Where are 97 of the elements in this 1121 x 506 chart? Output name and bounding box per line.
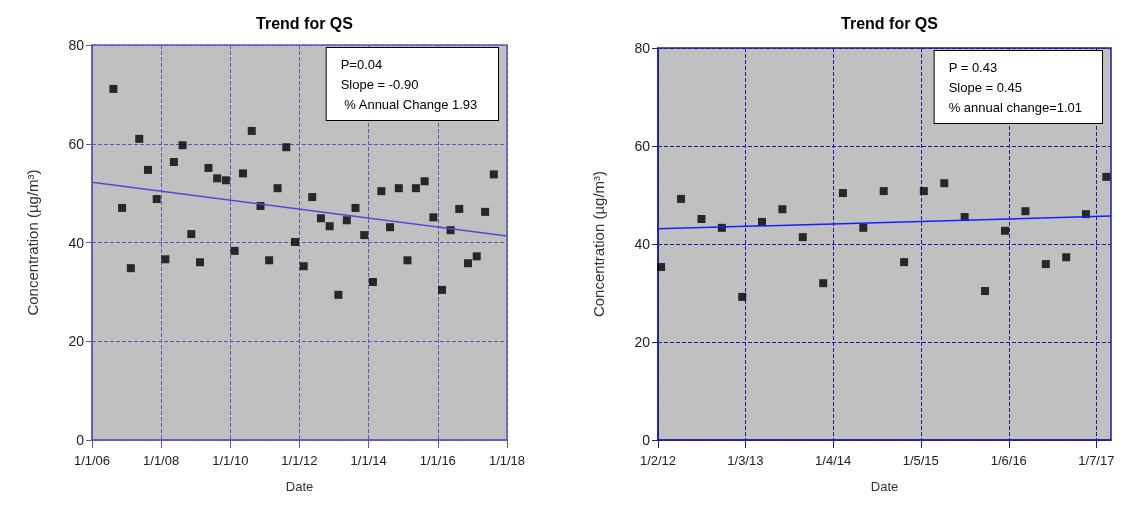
annotation: P=0.04: [340, 56, 383, 72]
point: [377, 187, 386, 196]
point: [247, 126, 256, 135]
point: [420, 177, 429, 186]
point: [1102, 172, 1111, 181]
point: [152, 195, 161, 204]
point: [940, 179, 949, 188]
point: [265, 256, 274, 265]
point: [819, 279, 828, 288]
point: [438, 285, 447, 294]
point: [239, 169, 248, 178]
point: [657, 263, 666, 272]
x-tick-label: 1/1/14: [350, 453, 387, 468]
point: [489, 170, 498, 179]
point: [351, 203, 360, 212]
x-axis-title: Date: [285, 479, 314, 494]
point: [455, 204, 464, 213]
y-tick-label: 80: [634, 40, 651, 56]
point: [798, 233, 807, 242]
point: [230, 246, 239, 255]
y-tick-label: 40: [68, 234, 85, 251]
y-tick-label: 20: [68, 333, 85, 350]
point: [143, 165, 152, 174]
point: [879, 187, 888, 196]
point: [1001, 226, 1010, 235]
x-tick-label: 1/6/16: [990, 453, 1027, 468]
annotation: % annual change=1.01: [948, 99, 1083, 115]
point: [463, 259, 472, 268]
point: [213, 174, 222, 183]
x-tick-label: 1/5/15: [902, 453, 939, 468]
point: [778, 205, 787, 214]
point: [204, 163, 213, 172]
point: [273, 184, 282, 193]
x-tick-label: 1/1/10: [212, 453, 249, 468]
x-tick-label: 1/3/13: [727, 453, 764, 468]
point: [291, 238, 299, 247]
x-tick-label: 1/1/16: [419, 453, 456, 468]
y-tick-label: 80: [68, 37, 85, 53]
point: [161, 255, 170, 264]
point: [169, 158, 178, 167]
point: [1062, 253, 1071, 262]
point: [1041, 260, 1050, 269]
point: [325, 222, 334, 231]
point: [178, 141, 187, 150]
point: [360, 231, 369, 240]
point: [919, 187, 928, 196]
point: [109, 84, 118, 93]
point: [411, 184, 420, 193]
annotation: % Annual Change 1.93: [340, 96, 478, 112]
y-tick-label: 0: [76, 432, 85, 448]
point: [196, 258, 205, 267]
x-tick-label: 1/2/12: [639, 453, 677, 468]
point: [429, 213, 438, 222]
point: [118, 203, 127, 212]
point: [187, 230, 196, 239]
point: [481, 207, 490, 216]
y-axis-title: Concentration (µg/m³): [590, 170, 607, 318]
annotation: Slope = 0.45: [948, 79, 1023, 95]
x-tick-label: 1/4/14: [815, 453, 852, 468]
point: [299, 262, 308, 271]
x-tick-label: 1/1/06: [73, 453, 111, 468]
x-tick-label: 1/1/08: [143, 453, 180, 468]
x-tick-label: 1/1/18: [488, 453, 526, 468]
point: [900, 258, 909, 267]
point: [697, 215, 706, 224]
y-tick-label: 60: [634, 138, 651, 154]
point: [316, 214, 325, 223]
point: [981, 287, 990, 296]
point: [135, 134, 144, 143]
chart-title: Trend for QS: [256, 14, 354, 32]
point: [677, 194, 686, 203]
point: [738, 292, 747, 301]
point: [221, 176, 230, 185]
point: [282, 143, 291, 152]
point: [334, 290, 343, 299]
annotation: P = 0.43: [948, 59, 998, 75]
y-axis-title: Concentration (µg/m³): [24, 169, 41, 316]
point: [472, 252, 481, 261]
x-tick-label: 1/1/12: [281, 453, 318, 468]
y-tick-label: 0: [642, 432, 651, 448]
annotation: Slope = -0.90: [340, 76, 419, 92]
point: [386, 223, 395, 232]
point: [394, 184, 403, 193]
y-tick-label: 60: [68, 135, 85, 152]
x-tick-label: 1/7/17: [1078, 453, 1115, 468]
point: [308, 193, 317, 202]
point: [342, 216, 351, 225]
y-tick-label: 40: [634, 236, 651, 252]
point: [403, 256, 412, 265]
point: [1021, 207, 1030, 216]
point: [126, 264, 135, 273]
chart-title: Trend for QS: [841, 14, 939, 32]
point: [838, 189, 847, 198]
x-axis-title: Date: [870, 479, 899, 494]
point: [368, 278, 377, 286]
point: [859, 223, 868, 232]
y-tick-label: 20: [634, 334, 651, 350]
